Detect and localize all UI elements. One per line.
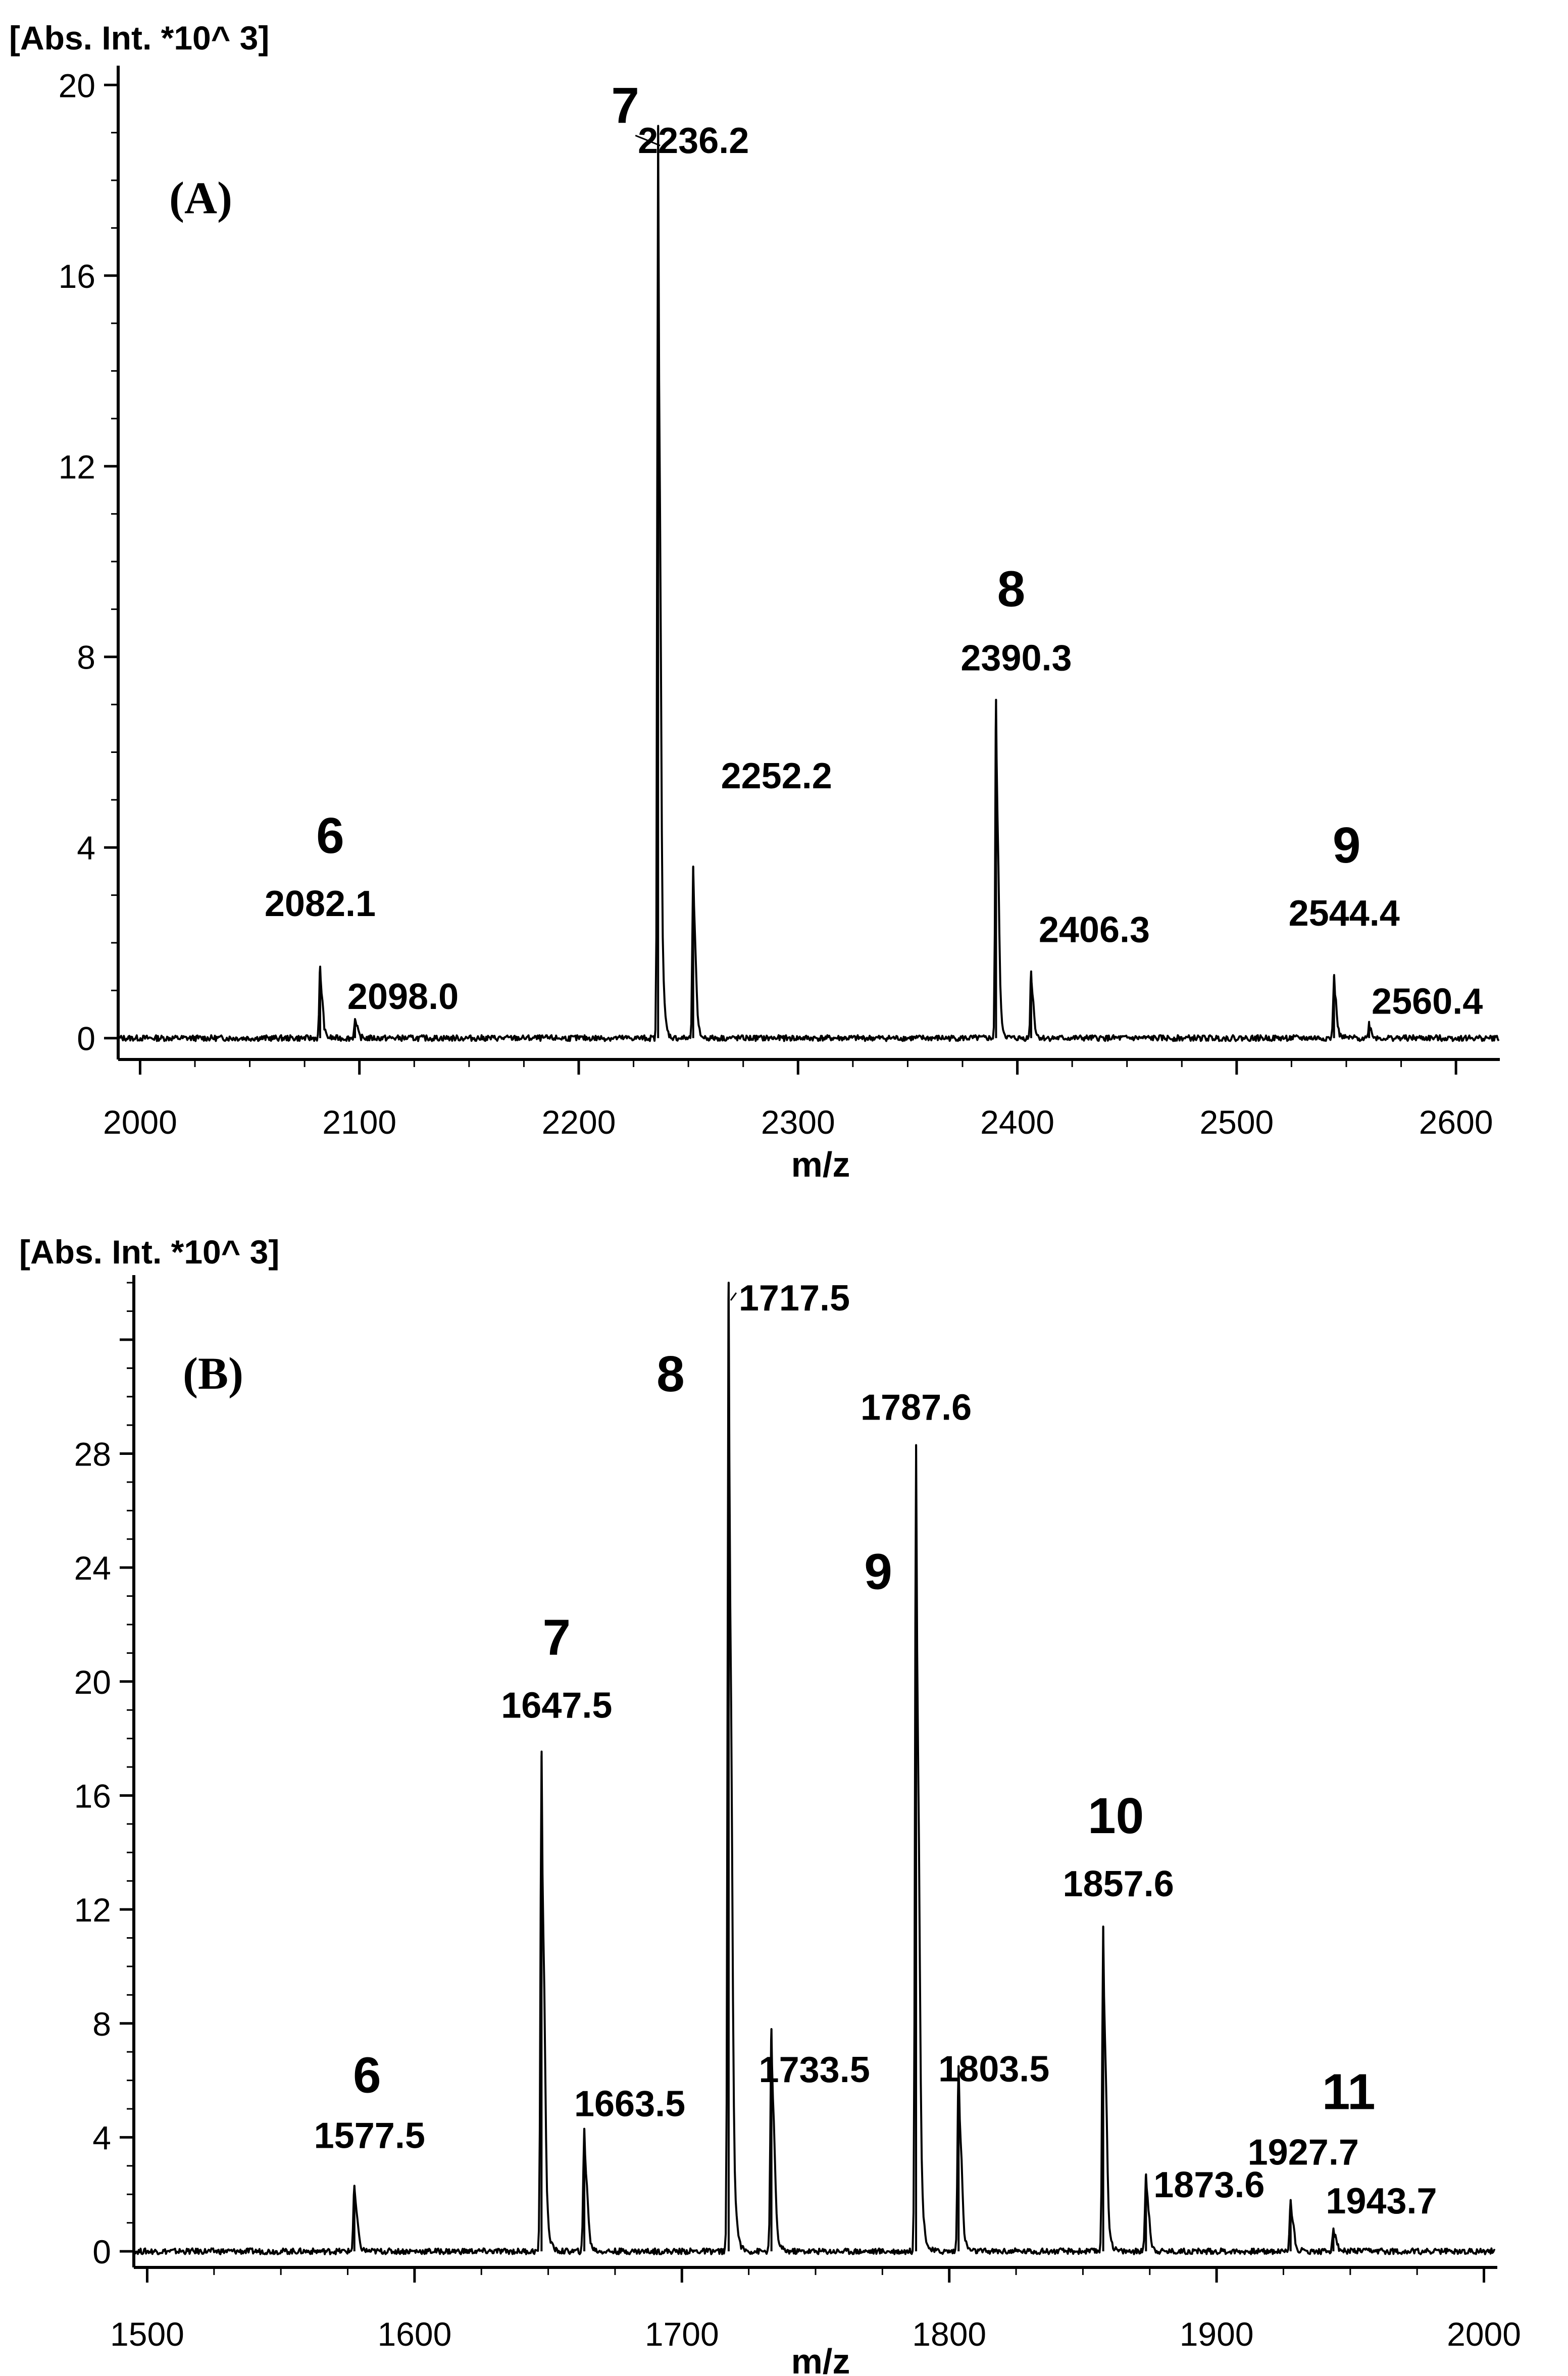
panel-b-label: (B) (183, 1349, 243, 1399)
peak-mz-label: 2252.2 (721, 756, 832, 796)
peak-mz-label: 2098.0 (347, 977, 459, 1017)
y-tick-label: 28 (74, 1435, 111, 1473)
y-tick-label: 8 (77, 639, 95, 676)
y-tick-label: 16 (59, 258, 95, 295)
peak-mz-label: 1803.5 (938, 2049, 1049, 2089)
peak-number-label: 9 (1333, 817, 1361, 874)
y-tick-label: 4 (92, 2119, 111, 2156)
y-tick-label: 16 (74, 1777, 111, 1814)
peak-mz-label: 1873.6 (1153, 2165, 1264, 2205)
y-tick-label: 20 (74, 1663, 111, 1701)
panel-b-y-axis-label: [Abs. Int. *10^ 3] (19, 1233, 279, 1271)
peak-mz-label: 1927.7 (1248, 2133, 1359, 2173)
panel-a: [Abs. Int. *10^ 3] (A) m/z 0 4 8 12 16 20 2000… (9, 19, 1500, 1184)
peak-number-label: 8 (997, 561, 1026, 618)
peak-mz-label: 1663.5 (574, 2084, 685, 2124)
peak-number-label: 6 (316, 807, 344, 864)
peak-mz-label: 1733.5 (759, 2050, 870, 2090)
x-tick-label: 2200 (542, 1103, 616, 1141)
x-tick-label: 2500 (1199, 1103, 1274, 1141)
y-tick-label: 8 (92, 2005, 111, 2043)
x-tick-label: 1800 (912, 2315, 986, 2353)
peak-leader-line (635, 134, 661, 146)
peak-mz-label: 1857.6 (1063, 1864, 1174, 1904)
spectrum-trace (118, 125, 1500, 1042)
x-tick-label: 1500 (110, 2315, 184, 2353)
y-tick-label: 12 (59, 448, 95, 485)
peak-mz-label: 1787.6 (861, 1388, 972, 1428)
peak-mz-label: 2390.3 (960, 638, 1072, 679)
x-tick-label: 1900 (1180, 2315, 1254, 2353)
x-tick-label: 2000 (103, 1103, 177, 1141)
peak-mz-label: 2082.1 (265, 884, 376, 924)
y-tick-label: 4 (77, 829, 95, 867)
peak-number-label: 7 (543, 1609, 571, 1665)
x-tick-label: 2100 (322, 1103, 396, 1141)
peak-number-label: 6 (353, 2047, 381, 2103)
peak-mz-label: 2236.2 (638, 121, 749, 161)
peak-mz-label: 1717.5 (739, 1278, 850, 1319)
panel-b-plot: 0 4 8 12 16 20 24 28 1500 1600 1700 1800 1900 2000 157… (74, 1275, 1521, 2353)
peak-leader-line (730, 1292, 737, 1301)
peak-mz-label: 2406.3 (1039, 910, 1150, 950)
peak-mz-label: 1577.5 (314, 2115, 425, 2156)
peak-mz-label: 1943.7 (1326, 2181, 1437, 2221)
x-tick-label: 2300 (761, 1103, 835, 1141)
y-tick-label: 24 (74, 1549, 111, 1587)
panel-a-y-axis-label: [Abs. Int. *10^ 3] (9, 19, 269, 57)
panel-a-plot: 0 4 8 12 16 20 2000 2100 2200 2300 2400 2500 2600 208… (59, 66, 1500, 1141)
peak-number-label: 7 (611, 77, 639, 134)
peak-number-label: 10 (1088, 1788, 1144, 1844)
spectrum-trace (134, 1282, 1496, 2255)
panel-b-x-axis-label: m/z (791, 2342, 850, 2376)
peak-number-label: 11 (1322, 2064, 1376, 2120)
x-tick-label: 2400 (980, 1103, 1054, 1141)
peak-number-label: 8 (656, 1346, 685, 1402)
y-tick-label: 0 (92, 2233, 111, 2270)
x-tick-label: 1600 (377, 2315, 451, 2353)
x-tick-label: 2600 (1419, 1103, 1493, 1141)
y-tick-label: 12 (74, 1891, 111, 1929)
peak-mz-label: 2544.4 (1289, 893, 1400, 934)
y-tick-label: 0 (77, 1020, 95, 1057)
peak-mz-label: 1647.5 (501, 1685, 612, 1726)
peak-mz-label: 2560.4 (1372, 981, 1483, 1022)
peak-number-label: 9 (864, 1544, 892, 1600)
x-tick-label: 1700 (645, 2315, 719, 2353)
y-tick-label: 20 (59, 67, 95, 104)
panel-a-label: (A) (169, 173, 232, 223)
x-tick-label: 2000 (1447, 2315, 1521, 2353)
panel-b: [Abs. Int. *10^ 3] (B) m/z 0 4 8 12 16 20 24 28… (19, 1233, 1521, 2376)
panel-a-x-axis-label: m/z (791, 1145, 850, 1184)
